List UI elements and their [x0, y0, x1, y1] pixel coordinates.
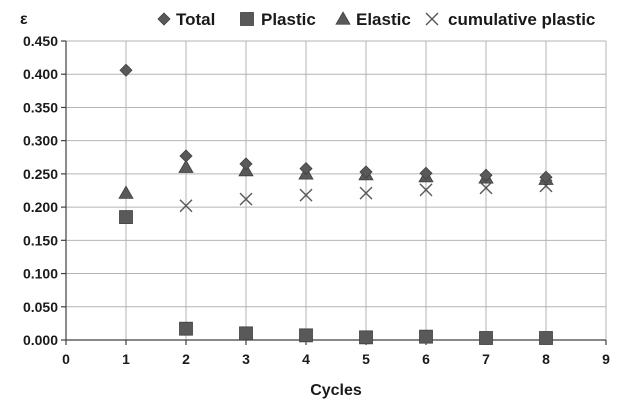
- legend-label-cumulative-plastic: cumulative plastic: [448, 10, 595, 29]
- legend-label-elastic: Elastic: [356, 10, 411, 29]
- cumulative-plastic-point: [179, 199, 193, 213]
- y-tick-label: 0.400: [23, 66, 58, 82]
- plastic-point: [239, 326, 253, 341]
- x-stroke: [239, 192, 253, 206]
- total-point: [239, 157, 253, 171]
- x-stroke: [419, 183, 433, 197]
- cumulative-plastic-point: [419, 183, 433, 197]
- total-point: [359, 165, 373, 179]
- x-stroke: [359, 186, 373, 200]
- plastic-point: [299, 328, 313, 343]
- total-point: [539, 170, 553, 184]
- y-tick-label: 0.100: [23, 266, 58, 282]
- grid: [66, 40, 607, 340]
- total-point: [419, 166, 433, 180]
- legend-label-total: Total: [176, 10, 215, 29]
- legend: Total Plastic Elastic cumulative plastic: [157, 10, 595, 29]
- x-stroke: [479, 181, 493, 195]
- total-point: [179, 149, 193, 163]
- x-tick-label: 7: [482, 351, 490, 367]
- plastic-point: [359, 330, 373, 345]
- x-tick-label: 2: [182, 351, 190, 367]
- cumulative-plastic-point: [299, 188, 313, 202]
- elastic-point: [118, 185, 134, 199]
- plastic-point: [179, 321, 193, 336]
- plastic-point: [119, 210, 133, 224]
- cumulative-plastic-point: [479, 181, 493, 195]
- y-tick-label: 0.200: [23, 199, 58, 215]
- x-stroke: [179, 199, 193, 213]
- y-axis-label: ε: [20, 11, 28, 28]
- x-tick-label: 0: [62, 351, 70, 367]
- legend-marker-cumulative-plastic: [425, 12, 439, 26]
- total-point: [299, 162, 313, 176]
- y-tick-label: 0.350: [23, 99, 58, 115]
- x-tick-label: 6: [422, 351, 430, 367]
- legend-marker-elastic: [335, 11, 351, 25]
- y-tick-label: 0.450: [23, 33, 58, 49]
- y-tick-label: 0.050: [23, 299, 58, 315]
- x-stroke: [425, 12, 439, 26]
- data-marks: [118, 63, 554, 345]
- y-tick-label: 0.150: [23, 232, 58, 248]
- tick-labels: 0.000 0.050 0.100 0.150 0.200 0.250 0.300 0.350…: [23, 33, 610, 367]
- elastic-point: [178, 159, 194, 173]
- x-tick-label: 1: [122, 351, 130, 367]
- x-axis-label: Cycles: [310, 382, 362, 399]
- legend-marker-plastic: [240, 12, 254, 26]
- x-stroke: [299, 188, 313, 202]
- plastic-point: [539, 331, 553, 345]
- total-point: [119, 63, 133, 77]
- cumulative-plastic-point: [239, 192, 253, 206]
- legend-marker-total: [157, 12, 171, 26]
- axes: [61, 40, 607, 345]
- x-tick-label: 9: [602, 351, 610, 367]
- x-tick-label: 8: [542, 351, 550, 367]
- x-tick-label: 5: [362, 351, 370, 367]
- y-tick-label: 0.300: [23, 133, 58, 149]
- y-tick-label: 0.250: [23, 166, 58, 182]
- x-tick-label: 4: [302, 351, 310, 367]
- plastic-point: [479, 331, 493, 345]
- legend-label-plastic: Plastic: [261, 10, 316, 29]
- x-tick-label: 3: [242, 351, 250, 367]
- plastic-point: [419, 329, 433, 344]
- y-tick-label: 0.000: [23, 332, 58, 348]
- total-point: [479, 168, 493, 182]
- cumulative-plastic-point: [359, 186, 373, 200]
